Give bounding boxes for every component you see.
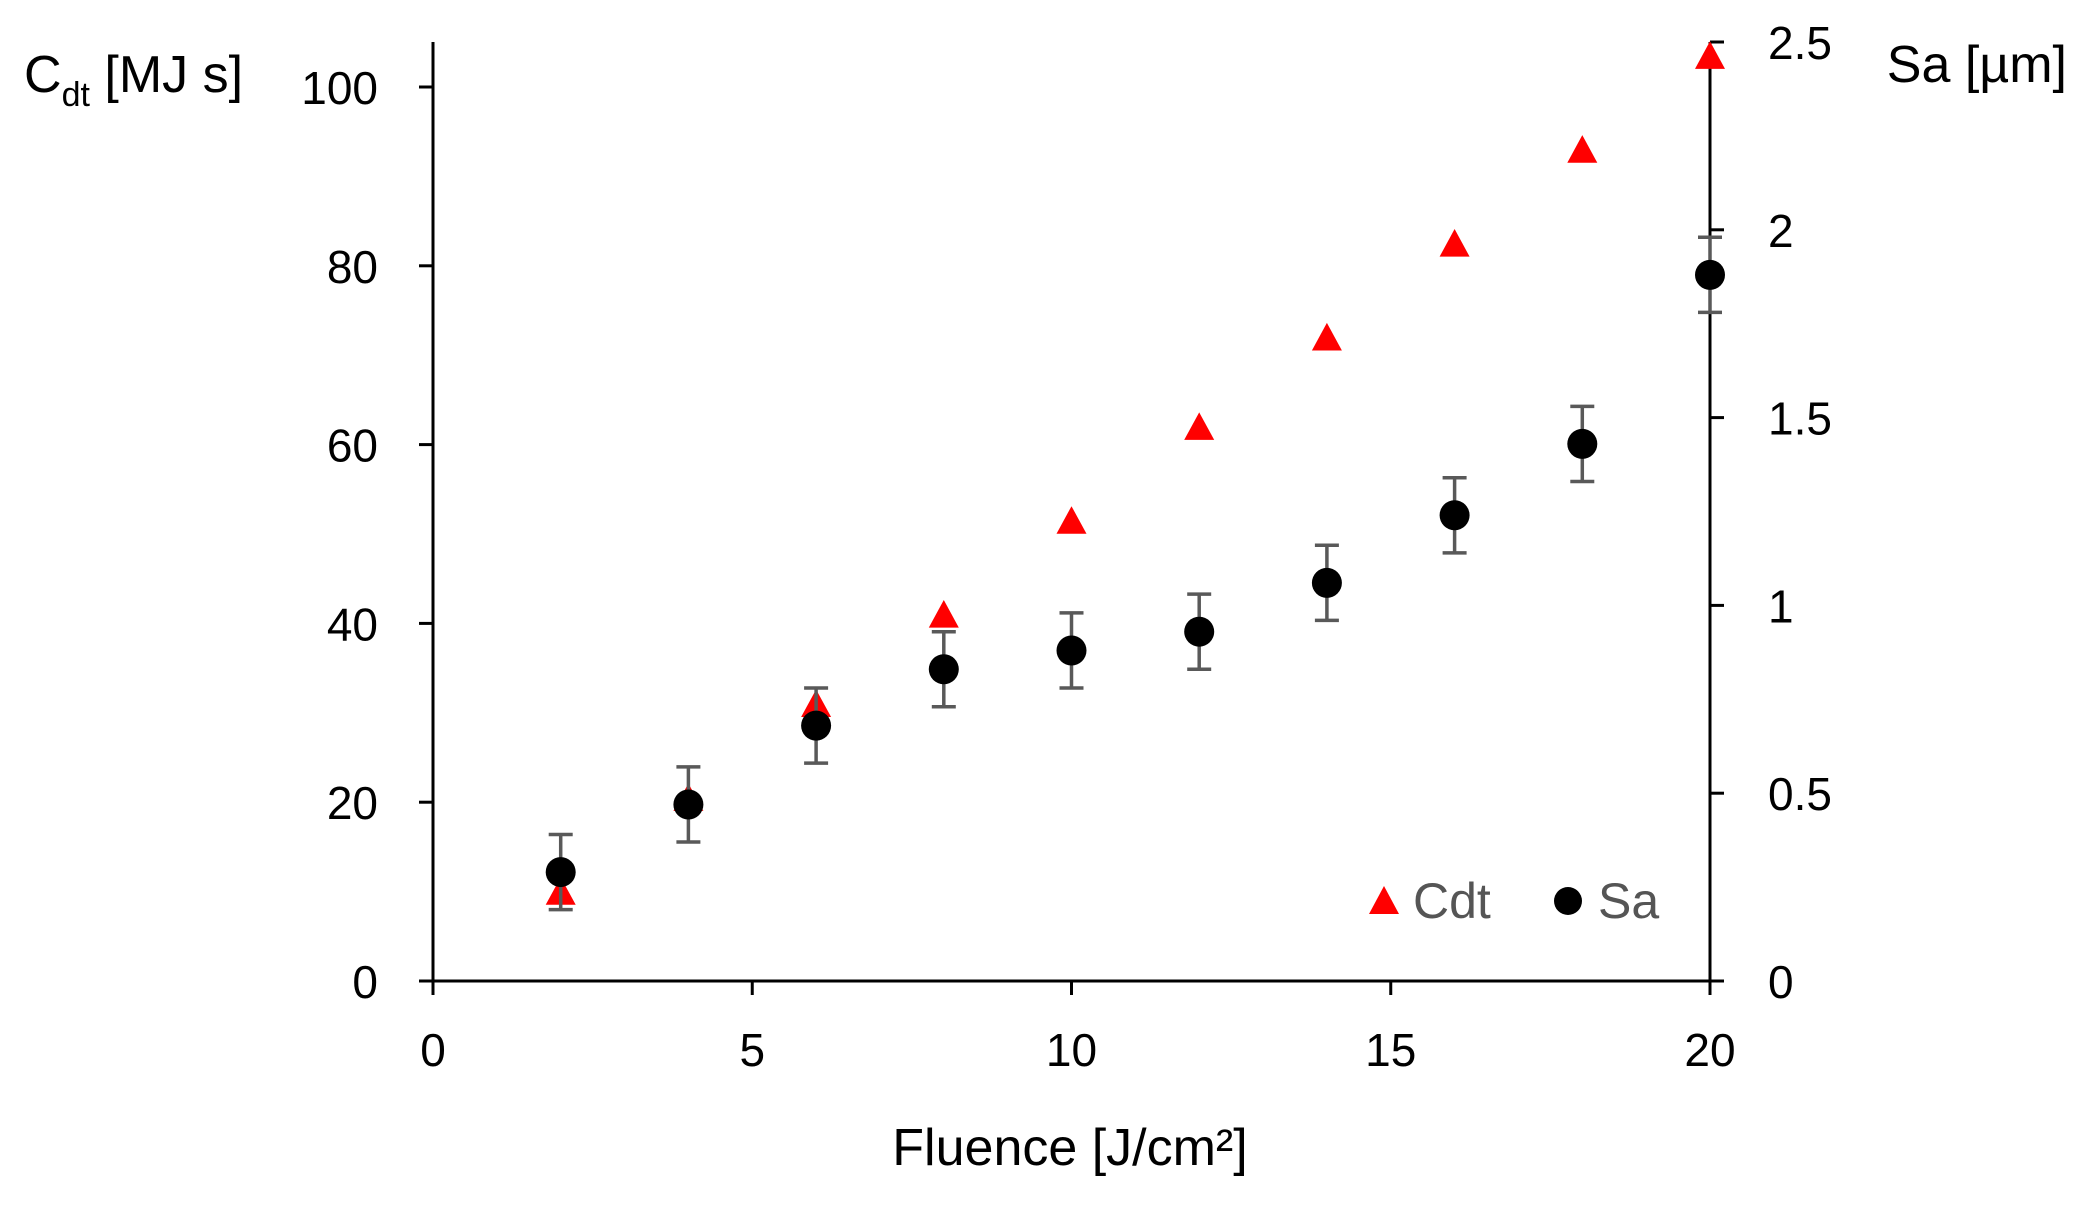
point-cdt [1056,506,1087,534]
point-cdt [928,600,959,628]
point-sa [1439,500,1470,531]
y-right-tick-label: 1.5 [1768,393,1832,445]
point-cdt [1311,322,1342,351]
legend-cdt-marker [1369,886,1399,914]
y-left-tick-label: 80 [327,241,378,293]
point-sa [1184,616,1215,647]
x-axis-title: Fluence [J/cm²] [892,1119,1247,1177]
x-tick-label: 20 [1684,1024,1735,1076]
legend-sa-marker [1554,887,1582,915]
x-tick-label: 5 [739,1024,765,1076]
y-left-tick-label: 40 [327,598,378,650]
y-left-tick-label: 0 [352,956,378,1008]
point-sa [928,654,959,685]
point-sa [673,789,704,820]
point-sa [545,857,576,888]
y-left-axis-title-rest: [MJ s] [90,46,243,104]
point-sa [1695,259,1725,290]
y-right-axis-title: Sa [µm] [1887,36,2067,94]
data-marks [545,41,1725,912]
y-right-tick-label: 2 [1768,205,1794,257]
legend-cdt-label: Cdt [1413,873,1491,929]
point-cdt [1439,229,1470,257]
y-left-tick-label: 60 [327,420,378,472]
series-cdt [545,41,1725,905]
y-left-tick-label: 20 [327,777,378,829]
point-sa [1311,567,1342,598]
ticks: 0 5 10 15 20 0 20 40 60 80 100 0 0.5 1 1.5 2 2.5 [301,17,1832,1076]
y-left-tick-label: 100 [301,62,378,114]
point-cdt [1567,135,1598,163]
y-left-axis-title: Cdt [MJ s] [24,46,243,114]
y-right-tick-label: 2.5 [1768,17,1832,69]
legend-sa-label: Sa [1598,873,1659,929]
y-right-tick-label: 0 [1768,956,1794,1008]
point-cdt [1695,41,1725,69]
x-tick-label: 15 [1365,1024,1416,1076]
x-tick-label: 0 [420,1024,446,1076]
y-right-tick-label: 1 [1768,580,1794,632]
series-sa [545,235,1725,912]
point-sa [1567,428,1598,459]
point-sa [801,710,832,741]
x-tick-label: 10 [1046,1024,1097,1076]
point-sa [1056,635,1087,666]
legend: Cdt Sa [1369,873,1659,929]
y-right-tick-label: 0.5 [1768,768,1832,820]
y-left-axis-title-main: C [24,46,62,104]
point-cdt [1184,412,1215,440]
y-left-axis-title-sub: dt [62,76,91,114]
